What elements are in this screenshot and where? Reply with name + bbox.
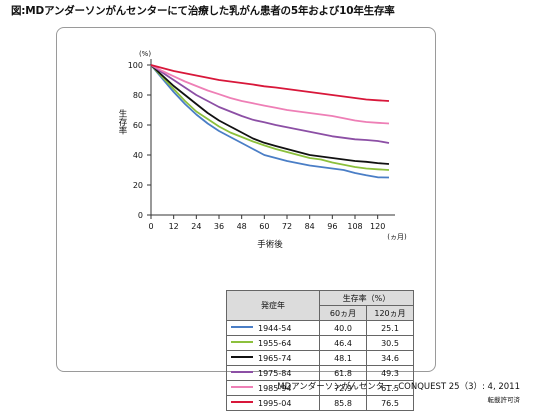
x-tick-label: 96 xyxy=(327,222,337,231)
x-tick-label: 36 xyxy=(214,222,224,231)
x-tick-label: 72 xyxy=(282,222,292,231)
y-tick-label: 60 xyxy=(133,121,143,130)
x-tick-label: 60 xyxy=(259,222,269,231)
table-row: 1955-64 46.4 30.5 xyxy=(226,335,414,351)
survival-chart: 0 20 40 60 80 100 0 12 24 36 48 60 72 84 96 108 120 (%) (ヵ… xyxy=(117,50,407,250)
x-tick-label: 84 xyxy=(305,222,315,231)
y-tick-label: 0 xyxy=(138,211,143,220)
y-unit-label: (%) xyxy=(139,50,151,58)
survival-60-cell: 61.8 xyxy=(319,365,367,381)
series-line-1955-64 xyxy=(150,64,390,171)
y-tick-label: 100 xyxy=(128,61,143,70)
figure-panel: 0 20 40 60 80 100 0 12 24 36 48 60 72 84 96 108 120 (%) (ヵ… xyxy=(56,27,436,411)
x-tick-label: 24 xyxy=(191,222,201,231)
y-tick-label: 20 xyxy=(133,181,143,190)
survival-120-cell: 76.5 xyxy=(366,395,414,411)
onset-year-label: 1975-84 xyxy=(258,368,292,378)
onset-year-cell: 1944-54 xyxy=(226,320,320,336)
table-row: 1995-04 85.8 76.5 xyxy=(226,395,414,411)
onset-year-label: 1965-74 xyxy=(258,353,292,363)
onset-year-cell: 1965-74 xyxy=(226,350,320,366)
onset-year-label: 1944-54 xyxy=(258,323,292,333)
survival-120-cell: 34.6 xyxy=(366,350,414,366)
y-tick-label: 40 xyxy=(133,151,143,160)
x-tick-label: 12 xyxy=(169,222,179,231)
page-title: 図:MDアンダーソンがんセンターにて治療した乳がん患者の5年および10年生存率 xyxy=(11,5,395,17)
permission-note: 転載許可済 xyxy=(487,396,521,404)
legend-swatch xyxy=(231,356,253,358)
citation: MDアンダーソンがんセンター. CONQUEST 25（3）: 4, 2011 xyxy=(277,382,520,392)
series-line-1975-84 xyxy=(150,64,390,144)
table-row: 1944-54 40.0 25.1 xyxy=(226,320,414,336)
onset-year-cell: 1995-04 xyxy=(226,395,320,411)
x-tick-label: 120 xyxy=(370,222,385,231)
legend-swatch xyxy=(231,401,253,403)
onset-year-cell: 1975-84 xyxy=(226,365,320,381)
table-row: 1965-74 48.1 34.6 xyxy=(226,350,414,366)
survival-120-cell: 49.3 xyxy=(366,365,414,381)
header-120-months: 120ヵ月 xyxy=(366,305,414,321)
onset-year-label: 1955-64 xyxy=(258,338,292,348)
onset-year-cell: 1955-64 xyxy=(226,335,320,351)
survival-60-cell: 48.1 xyxy=(319,350,367,366)
series-line-1965-74 xyxy=(150,64,390,165)
x-tick-label: 108 xyxy=(347,222,362,231)
survival-table: 発症年 生存率（%） 60ヵ月 120ヵ月 1944-54 40.0 25.1 195… xyxy=(226,290,414,411)
y-tick-label: 80 xyxy=(133,91,143,100)
series-line-1985-94 xyxy=(150,64,390,125)
y-axis-title: 生存率 xyxy=(117,109,127,136)
survival-120-cell: 30.5 xyxy=(366,335,414,351)
x-tick-label: 48 xyxy=(237,222,247,231)
legend-swatch xyxy=(231,341,253,343)
series-line-1944-54 xyxy=(150,64,390,179)
onset-year-label: 1985-94 xyxy=(258,383,292,393)
table-row: 1975-84 61.8 49.3 xyxy=(226,365,414,381)
survival-60-cell: 46.4 xyxy=(319,335,367,351)
legend-swatch xyxy=(231,326,253,328)
header-onset-year: 発症年 xyxy=(226,290,320,321)
survival-60-cell: 85.8 xyxy=(319,395,367,411)
x-axis-title: 手術後 xyxy=(257,239,283,250)
header-60-months: 60ヵ月 xyxy=(319,305,367,321)
legend-swatch xyxy=(231,371,253,373)
legend-swatch xyxy=(231,386,253,388)
onset-year-label: 1995-04 xyxy=(258,398,292,408)
survival-120-cell: 25.1 xyxy=(366,320,414,336)
series-line-1995-04 xyxy=(150,64,390,102)
survival-60-cell: 40.0 xyxy=(319,320,367,336)
x-tick-label: 0 xyxy=(148,222,153,231)
survival-120-cell: 61.5 xyxy=(366,380,414,396)
header-survival-rate: 生存率（%） xyxy=(319,290,414,306)
x-unit-label: (ヵ月) xyxy=(387,233,407,241)
